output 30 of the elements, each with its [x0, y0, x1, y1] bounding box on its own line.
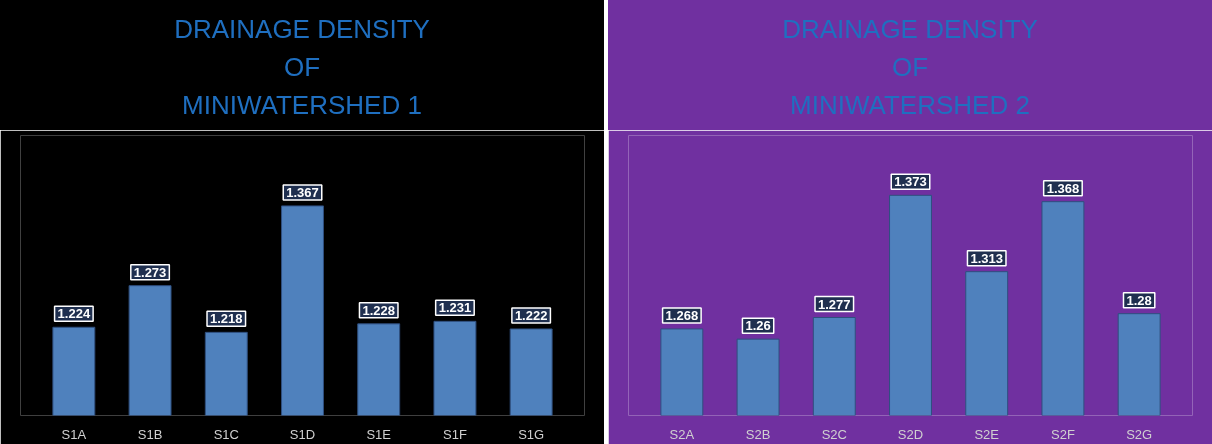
- data-label: 1.222: [514, 307, 548, 323]
- x-tick-label: S1C: [213, 426, 239, 442]
- x-tick-label: S1B: [137, 426, 163, 442]
- x-tick-label: S1F: [443, 426, 467, 442]
- x-tick-label: S2E: [974, 426, 1000, 442]
- x-tick-label: S1A: [61, 426, 87, 442]
- data-label: 1.26: [745, 318, 771, 334]
- x-tick-label: S1E: [366, 426, 392, 442]
- data-label: 1.218: [210, 311, 243, 327]
- x-tick-label: S1G: [518, 426, 545, 442]
- x-tick-label: S2B: [745, 426, 771, 442]
- x-tick-label: S2F: [1051, 426, 1075, 442]
- data-label: 1.368: [1046, 180, 1080, 196]
- data-label: 1.367: [286, 184, 319, 200]
- data-label: 1.273: [133, 264, 167, 280]
- data-label: 1.268: [665, 307, 699, 323]
- x-tick-label: S2G: [1126, 426, 1153, 442]
- chart-title: DRAINAGE DENSITY OF MINIWATERSHED 1: [174, 13, 430, 122]
- data-label: 1.373: [894, 174, 927, 190]
- chart-title: DRAINAGE DENSITY OF MINIWATERSHED 2: [782, 13, 1038, 122]
- data-label: 1.313: [970, 250, 1003, 266]
- data-label: 1.224: [57, 306, 91, 322]
- x-tick-label: S2A: [669, 426, 695, 442]
- data-label: 1.28: [1126, 292, 1152, 308]
- x-tick-label: S2C: [821, 426, 847, 442]
- data-label: 1.231: [438, 300, 472, 316]
- x-tick-label: S1D: [289, 426, 316, 442]
- data-label: 1.228: [362, 302, 395, 318]
- data-label: 1.277: [818, 296, 851, 312]
- x-tick-label: S2D: [897, 426, 924, 442]
